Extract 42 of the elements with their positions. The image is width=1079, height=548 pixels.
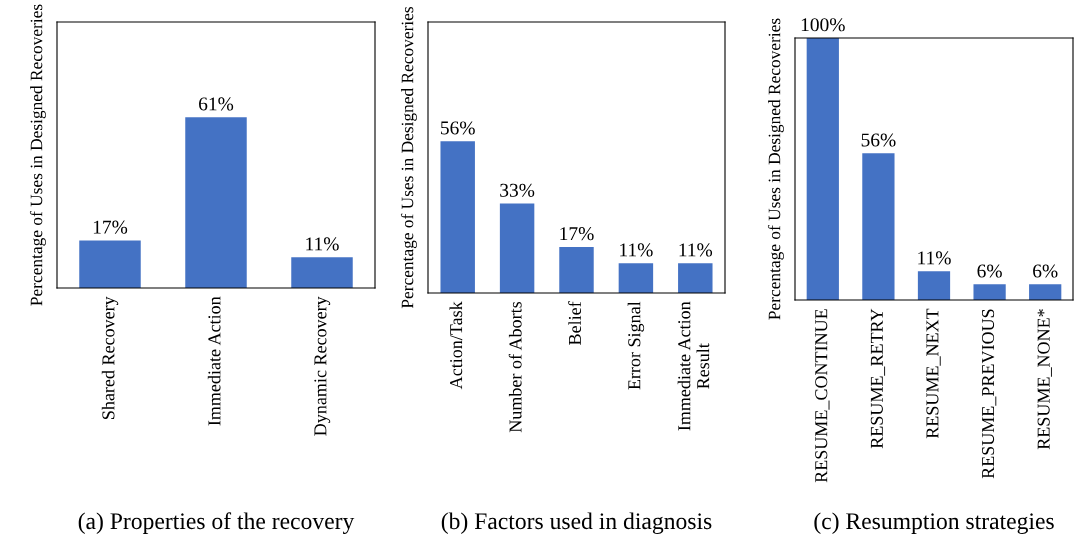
data-label: 33% [500, 183, 535, 197]
text: (b) Factors used in diagnosis [441, 512, 712, 534]
text: (c) Resumption strategies [814, 512, 1054, 534]
data-label: 6% [977, 264, 1002, 278]
data-label: 11% [306, 237, 339, 251]
x-tick-label: Belief [568, 301, 582, 345]
data-label: 17% [93, 220, 128, 234]
x-tick-label: Immediate Action Result [677, 301, 710, 431]
bar [440, 141, 475, 293]
x-tick-label: Shared Recovery [101, 296, 119, 419]
x-tick-label: RESUME_NEXT [926, 308, 941, 439]
x-tick-label: RESUME_RETRY [870, 308, 886, 449]
x-tick-label: RESUME_NONE* [1037, 309, 1052, 450]
y-axis-title: Percentage of Uses in Designed Recoveries [29, 4, 46, 306]
x-tick-label: RESUME_CONTINUE [815, 309, 830, 483]
data-label: 11% [620, 243, 653, 257]
bar [862, 153, 895, 300]
x-tick-label: Dynamic Recovery [314, 296, 331, 436]
text: (a) Properties of the recovery [78, 512, 355, 534]
x-tick-label: Number of Aborts [508, 301, 522, 433]
x-tick-label: Immediate Action [207, 296, 221, 426]
x-tick-label: RESUME_PREVIOUS [981, 309, 997, 479]
data-label: 56% [861, 133, 896, 147]
y-axis-title: Percentage of Uses in Designed Recoveries [400, 7, 417, 309]
data-label: 56% [441, 121, 475, 135]
data-label: 61% [199, 97, 234, 111]
data-label: 100% [801, 18, 845, 32]
bar [973, 284, 1006, 300]
data-label: 11% [918, 251, 951, 265]
x-tick-label: Action/Task [449, 301, 463, 390]
bar [559, 246, 594, 293]
bar [1029, 284, 1062, 300]
data-label: 11% [679, 243, 713, 257]
bar [917, 271, 951, 300]
data-label: 17% [560, 227, 594, 241]
bar [806, 38, 839, 300]
x-tick-label: Error Signal [627, 301, 645, 390]
y-axis-title: Percentage of Uses in Designed Recoveries [767, 18, 784, 320]
bar [618, 263, 654, 293]
bar [499, 203, 535, 293]
data-label: 6% [1033, 264, 1058, 278]
bar [678, 263, 713, 293]
